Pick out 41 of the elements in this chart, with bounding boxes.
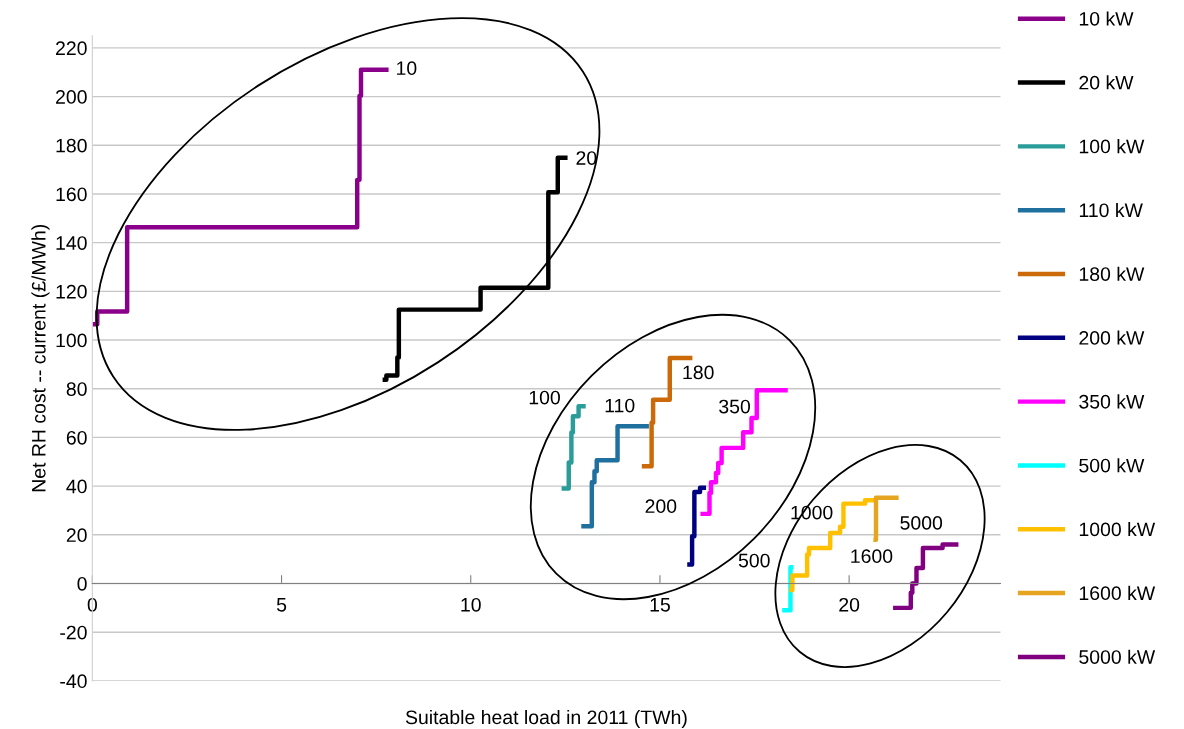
x-tick-label: 5 <box>276 598 287 612</box>
y-axis-title: Net RH cost -- current (£/MWh) <box>31 225 50 492</box>
annotation: 1600 <box>851 549 893 564</box>
y-tick-label: -20 <box>60 625 87 640</box>
annotation: 10 <box>397 61 417 76</box>
y-tick-label: 120 <box>56 284 87 299</box>
legend-label: 10 kW <box>1079 11 1134 26</box>
y-tick-label: 40 <box>66 479 87 494</box>
annotation: 5000 <box>900 516 943 530</box>
x-tick-label: 20 <box>839 597 860 612</box>
y-tick-label: 80 <box>66 382 87 396</box>
y-tick-label: 100 <box>56 333 87 348</box>
annotation: 350 <box>719 399 751 414</box>
y-tick-label: 0 <box>77 576 87 591</box>
legend-label: 500 kW <box>1079 458 1145 473</box>
y-tick-label: -40 <box>60 674 87 689</box>
legend-label: 5000 kW <box>1079 649 1156 664</box>
y-tick-label: 20 <box>66 528 87 543</box>
legend-label: 100 kW <box>1079 139 1145 154</box>
legend-label: 1000 kW <box>1079 521 1156 537</box>
legend-label: 110 kW <box>1079 202 1143 218</box>
y-tick-label: 160 <box>56 187 87 202</box>
y-tick-label: 200 <box>56 90 87 104</box>
x-tick-label: 10 <box>461 597 481 612</box>
legend-label: 200 kW <box>1079 330 1145 345</box>
x-tick-label: 15 <box>650 598 670 612</box>
y-tick-label: 140 <box>56 236 87 250</box>
y-tick-label: 60 <box>66 430 87 445</box>
annotation: 200 <box>645 499 677 514</box>
annotation: 180 <box>683 365 714 380</box>
y-tick-label: 220 <box>56 41 87 56</box>
x-axis-title: Suitable heat load in 2011 (TWh) <box>405 709 687 729</box>
legend-label: 1600 kW <box>1079 585 1156 601</box>
legend-label: 350 kW <box>1079 394 1145 409</box>
annotation: 110 <box>605 398 635 413</box>
legend-label: 20 kW <box>1079 75 1134 90</box>
annotation: 500 <box>738 553 770 568</box>
y-tick-label: 180 <box>56 138 87 153</box>
x-tick-label: 0 <box>87 597 97 612</box>
legend-label: 180 kW <box>1079 266 1145 281</box>
annotation: 100 <box>529 390 560 405</box>
